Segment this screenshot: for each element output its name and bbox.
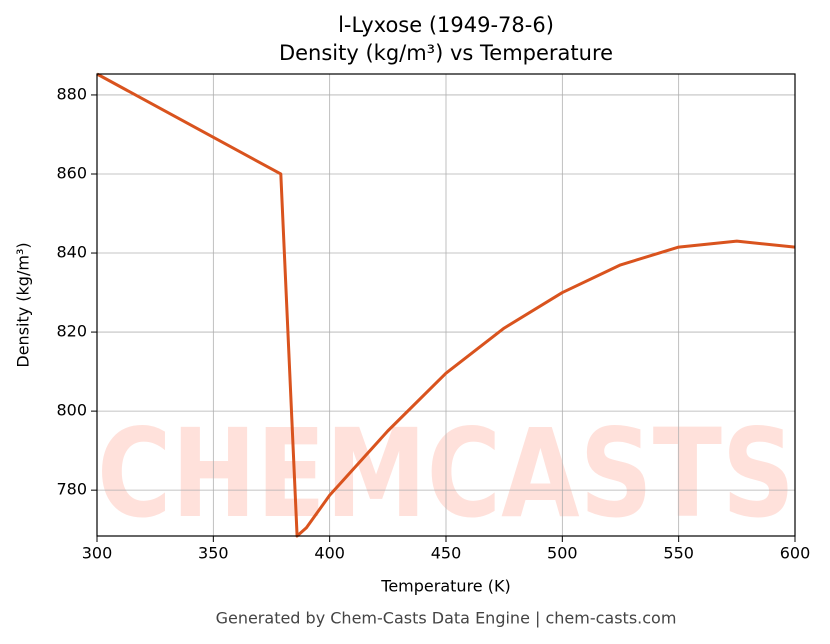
x-tick-label: 300 — [82, 544, 113, 563]
x-tick-label: 400 — [314, 544, 345, 563]
y-tick-label: 800 — [56, 401, 87, 420]
x-tick-label: 500 — [547, 544, 578, 563]
chart-subtitle: Density (kg/m³) vs Temperature — [279, 41, 613, 65]
y-tick-label: 860 — [56, 163, 87, 182]
y-tick-label: 840 — [56, 243, 87, 262]
y-axis-label: Density (kg/m³) — [14, 242, 33, 367]
x-tick-label: 600 — [780, 544, 811, 563]
x-axis-label: Temperature (K) — [380, 577, 510, 596]
y-tick-label: 820 — [56, 322, 87, 341]
y-tick-label: 780 — [56, 480, 87, 499]
chart-title: l-Lyxose (1949-78-6) — [338, 13, 554, 37]
x-tick-label: 550 — [663, 544, 694, 563]
footer: Generated by Chem-Casts Data Engine | ch… — [216, 609, 677, 628]
x-tick-label: 350 — [198, 544, 229, 563]
x-tick-label: 450 — [431, 544, 462, 563]
y-tick-label: 880 — [56, 84, 87, 103]
plot-frame — [96, 73, 796, 537]
